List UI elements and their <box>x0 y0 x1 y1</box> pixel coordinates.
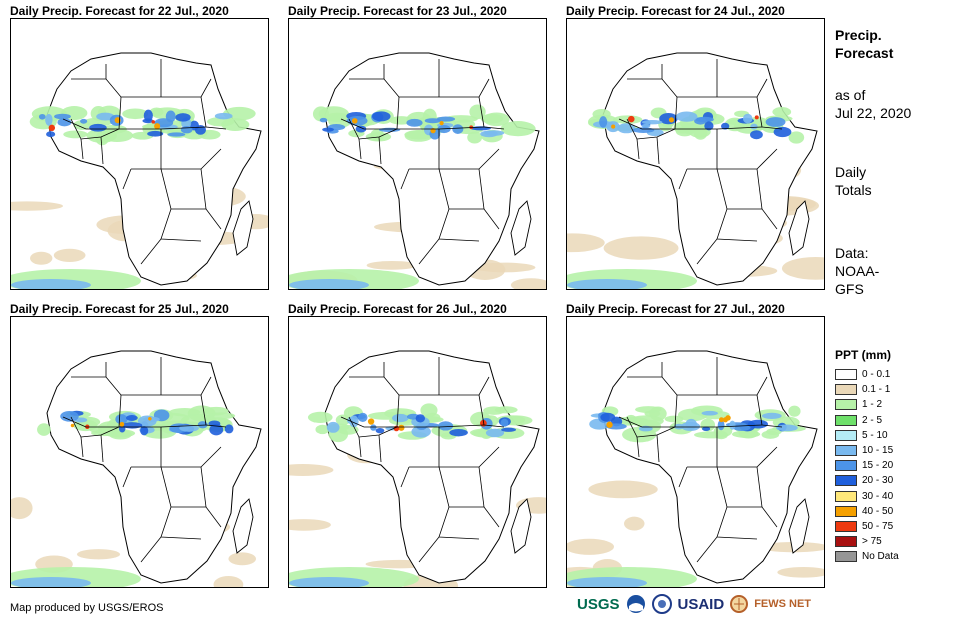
precip-map[interactable] <box>288 316 547 588</box>
legend-label: 0 - 0.1 <box>862 369 891 381</box>
legend-item: 0.1 - 1 <box>835 382 899 397</box>
legend-swatch <box>835 475 857 487</box>
legend-label: 20 - 30 <box>862 475 894 487</box>
legend-swatch <box>835 505 857 517</box>
usda-seal-icon <box>651 594 672 614</box>
panel-title: Daily Precip. Forecast for 27 Jul., 2020 <box>566 302 785 316</box>
legend-item: 50 - 75 <box>835 519 899 534</box>
sidebar-title-line: Precip. <box>835 27 882 43</box>
legend-label: 30 - 40 <box>862 490 894 502</box>
legend-label: 40 - 50 <box>862 505 894 517</box>
legend-item: 10 - 15 <box>835 443 899 458</box>
legend-swatch <box>835 414 857 426</box>
legend-item: 30 - 40 <box>835 489 899 504</box>
legend-swatch <box>835 551 857 563</box>
precip-map[interactable] <box>288 18 547 290</box>
panel-title: Daily Precip. Forecast for 24 Jul., 2020 <box>566 4 785 18</box>
africa-map <box>567 52 824 289</box>
africa-map <box>289 52 546 289</box>
legend-label: 1 - 2 <box>862 399 883 411</box>
fewsnet-globe-icon <box>730 595 749 613</box>
legend-swatch <box>835 490 857 502</box>
legend-label: No Data <box>862 551 899 563</box>
data-label: Data: <box>835 245 869 261</box>
legend-label: > 75 <box>862 536 882 548</box>
usaid-logo: USAID <box>677 595 725 613</box>
panel-title: Daily Precip. Forecast for 23 Jul., 2020 <box>288 4 507 18</box>
legend-label: 0.1 - 1 <box>862 384 891 396</box>
daily-totals-note: Daily Totals <box>835 163 872 199</box>
legend: 0 - 0.1 0.1 - 1 1 - 2 2 - 5 5 - 10 10 - … <box>835 367 899 564</box>
africa-map <box>289 350 546 587</box>
legend-label: 50 - 75 <box>862 520 894 532</box>
panel-title: Daily Precip. Forecast for 26 Jul., 2020 <box>288 302 507 316</box>
daily-line: Daily <box>835 164 867 180</box>
map-credit: Map produced by USGS/EROS <box>10 602 164 614</box>
africa-map <box>567 350 824 587</box>
legend-swatch <box>835 460 857 472</box>
usgs-logo: USGS <box>577 595 620 613</box>
data-source-note: Data: NOAA- GFS <box>835 244 879 298</box>
as-of-label: as of <box>835 87 866 103</box>
legend-swatch <box>835 536 857 548</box>
legend-item: 2 - 5 <box>835 413 899 428</box>
africa-map <box>11 52 268 289</box>
data-source-line: GFS <box>835 281 864 297</box>
legend-swatch <box>835 369 857 381</box>
sidebar-title-line: Forecast <box>835 45 894 61</box>
panel-title: Daily Precip. Forecast for 22 Jul., 2020 <box>10 4 229 18</box>
sidebar-title: Precip. Forecast <box>835 26 893 62</box>
legend-swatch <box>835 520 857 532</box>
legend-item: 20 - 30 <box>835 473 899 488</box>
legend-label: 15 - 20 <box>862 460 894 472</box>
legend-swatch <box>835 445 857 457</box>
precip-map[interactable] <box>566 316 825 588</box>
legend-item: 0 - 0.1 <box>835 367 899 382</box>
legend-item: 15 - 20 <box>835 458 899 473</box>
legend-title: PPT (mm) <box>835 348 892 362</box>
as-of-value: Jul 22, 2020 <box>835 105 912 121</box>
precip-map[interactable] <box>10 316 269 588</box>
precip-map[interactable] <box>566 18 825 290</box>
legend-item: No Data <box>835 549 899 564</box>
legend-swatch <box>835 384 857 396</box>
legend-label: 5 - 10 <box>862 429 888 441</box>
legend-swatch <box>835 429 857 441</box>
fewsnet-logo: FEWS NET <box>754 598 812 610</box>
partner-logos: USGS USAID FEWS NET <box>577 594 811 614</box>
africa-map <box>11 350 262 587</box>
noaa-logo-icon <box>626 595 645 613</box>
as-of-date: as of Jul 22, 2020 <box>835 86 911 122</box>
legend-item: 40 - 50 <box>835 504 899 519</box>
legend-label: 10 - 15 <box>862 445 894 457</box>
totals-line: Totals <box>835 182 872 198</box>
panel-title: Daily Precip. Forecast for 25 Jul., 2020 <box>10 302 229 316</box>
precip-map[interactable] <box>10 18 269 290</box>
legend-item: 1 - 2 <box>835 397 899 412</box>
legend-label: 2 - 5 <box>862 414 883 426</box>
legend-swatch <box>835 399 857 411</box>
legend-item: > 75 <box>835 534 899 549</box>
data-source-line: NOAA- <box>835 263 880 279</box>
legend-item: 5 - 10 <box>835 428 899 443</box>
